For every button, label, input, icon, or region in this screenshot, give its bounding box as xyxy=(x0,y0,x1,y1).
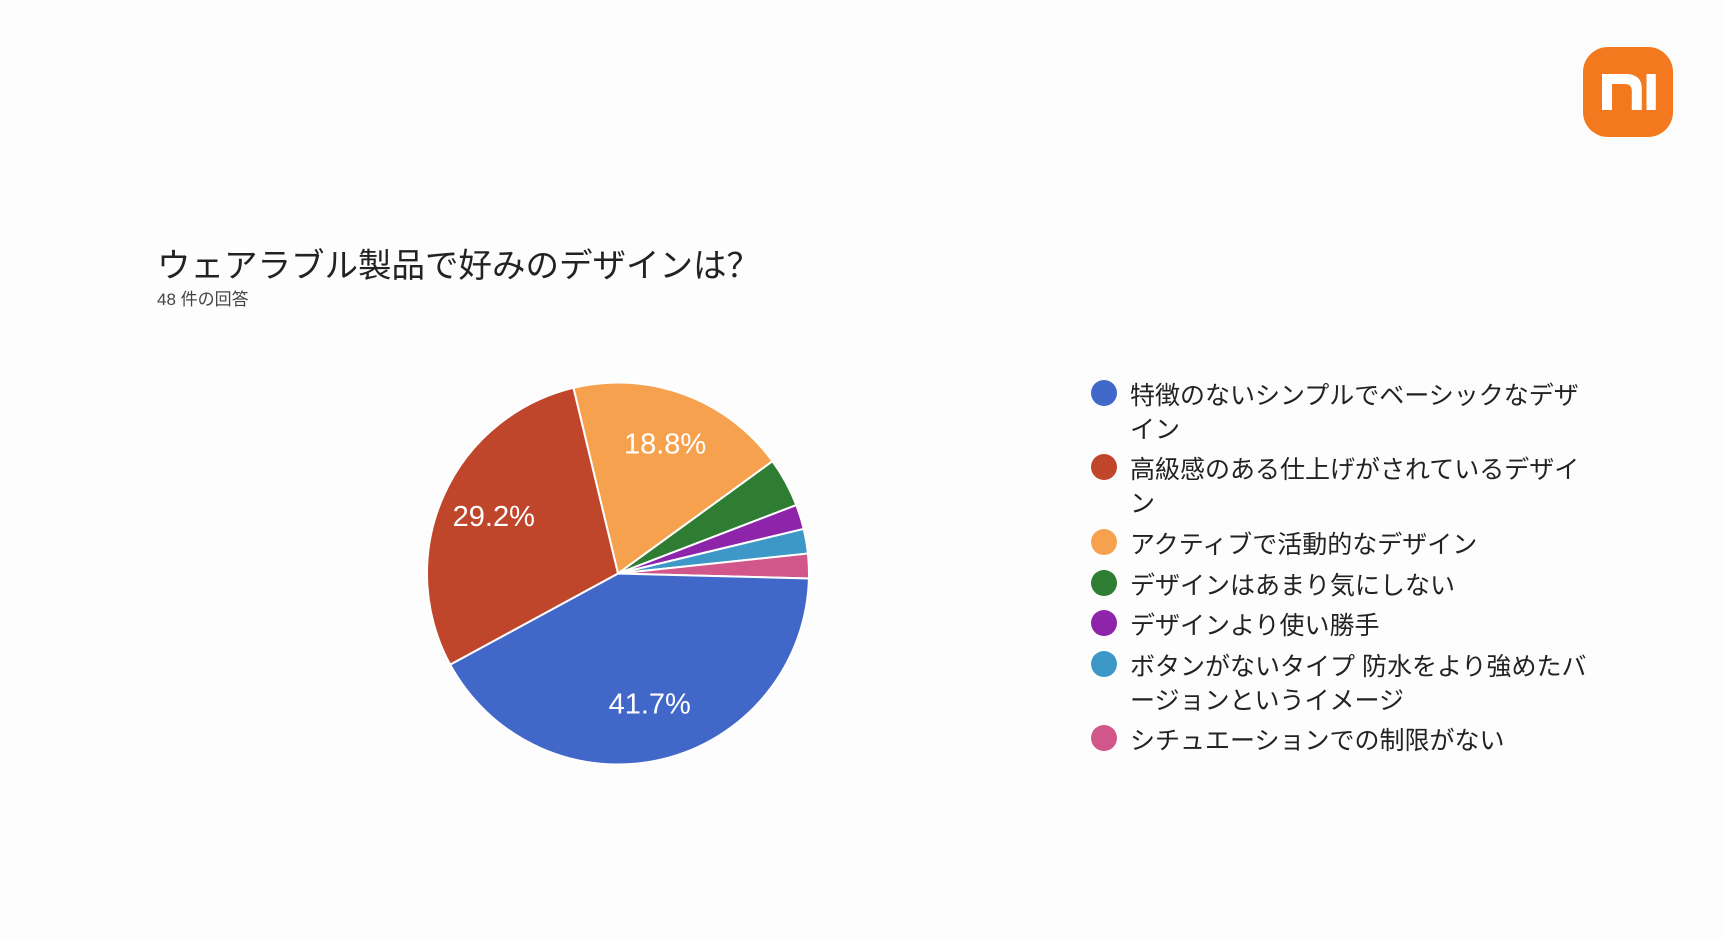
svg-text:29.2%: 29.2% xyxy=(453,501,535,533)
svg-text:18.8%: 18.8% xyxy=(624,429,706,461)
svg-text:41.7%: 41.7% xyxy=(609,688,691,720)
